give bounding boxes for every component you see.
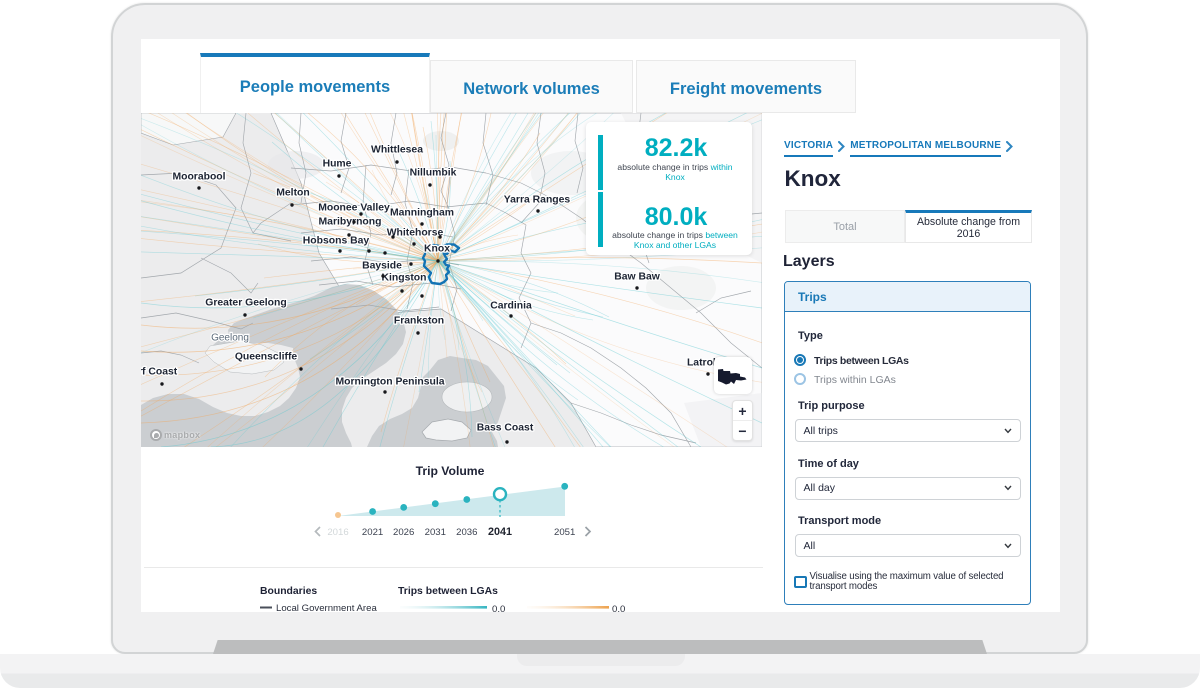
svg-text:2021: 2021 bbox=[362, 527, 383, 538]
svg-text:Bass Coast: Bass Coast bbox=[477, 423, 534, 434]
svg-text:2041: 2041 bbox=[488, 526, 512, 538]
svg-text:Geelong: Geelong bbox=[211, 333, 249, 344]
svg-text:Kingston: Kingston bbox=[381, 273, 426, 284]
svg-text:Baw Baw: Baw Baw bbox=[614, 272, 661, 283]
svg-text:Trip Volume: Trip Volume bbox=[416, 464, 485, 478]
svg-text:Whittlesea: Whittlesea bbox=[371, 145, 423, 156]
svg-text:Whitehorse: Whitehorse bbox=[387, 228, 444, 239]
svg-text:Queenscliffe: Queenscliffe bbox=[235, 352, 298, 363]
svg-text:Moonee Valley: Moonee Valley bbox=[318, 203, 390, 214]
svg-text:Mornington Peninsula: Mornington Peninsula bbox=[335, 377, 444, 388]
svg-text:Trips between LGAs: Trips between LGAs bbox=[398, 586, 498, 597]
svg-text:Manningham: Manningham bbox=[390, 208, 454, 219]
svg-text:Yarra Ranges: Yarra Ranges bbox=[504, 195, 571, 206]
svg-text:Hume: Hume bbox=[323, 159, 352, 170]
svg-text:Cardinia: Cardinia bbox=[490, 301, 532, 312]
svg-text:2036: 2036 bbox=[456, 527, 477, 538]
svg-text:Nillumbik: Nillumbik bbox=[410, 168, 457, 179]
svg-text:Bayside: Bayside bbox=[362, 261, 402, 272]
svg-text:2016: 2016 bbox=[327, 527, 348, 538]
svg-text:Hobsons Bay: Hobsons Bay bbox=[303, 236, 370, 247]
svg-text:Greater Geelong: Greater Geelong bbox=[205, 298, 286, 309]
svg-text:Boundaries: Boundaries bbox=[260, 586, 317, 597]
svg-text:0.0: 0.0 bbox=[492, 604, 505, 612]
svg-text:Moorabool: Moorabool bbox=[172, 172, 225, 183]
svg-text:Frankston: Frankston bbox=[394, 316, 444, 327]
svg-text:Melton: Melton bbox=[276, 188, 309, 199]
svg-text:Surf Coast: Surf Coast bbox=[141, 367, 178, 378]
svg-text:Maribyrnong: Maribyrnong bbox=[319, 217, 382, 228]
svg-text:2051: 2051 bbox=[554, 527, 575, 538]
svg-text:Knox: Knox bbox=[424, 244, 450, 255]
svg-text:0.0: 0.0 bbox=[612, 604, 625, 612]
svg-text:2031: 2031 bbox=[425, 527, 446, 538]
svg-text:2026: 2026 bbox=[393, 527, 414, 538]
svg-text:Local Government Area: Local Government Area bbox=[276, 603, 377, 612]
